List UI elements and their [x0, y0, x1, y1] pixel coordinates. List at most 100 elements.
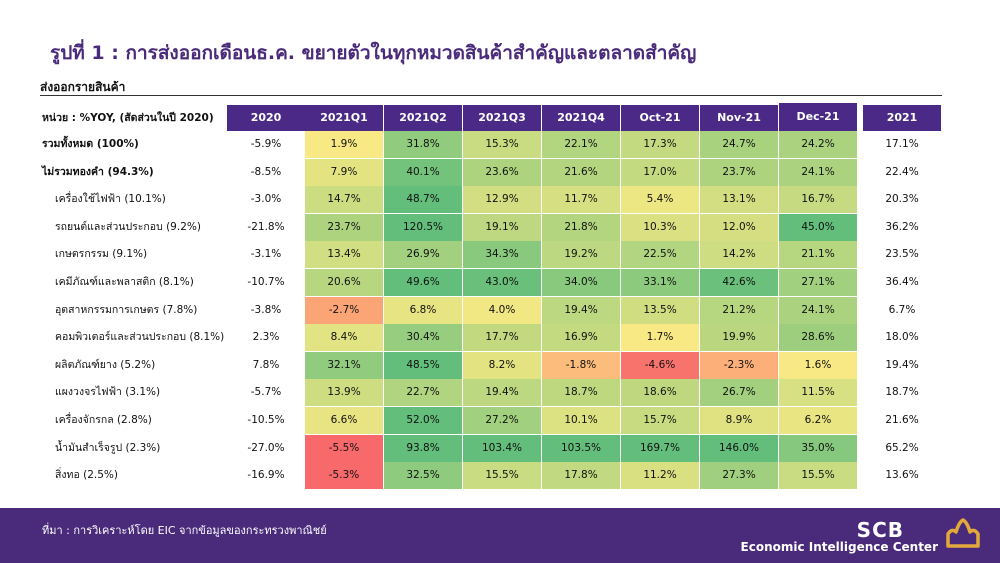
row-label: ไม่รวมทองคำ (94.3%) [42, 165, 154, 178]
table-cell: 48.7% [384, 186, 462, 214]
table-cell: 6.2% [779, 407, 857, 434]
row-label: เกษตรกรรม (9.1%) [55, 248, 148, 261]
table-cell: 30.4% [384, 324, 462, 352]
table-cell: 16.7% [779, 186, 857, 214]
table-cell: 23.7% [305, 213, 383, 241]
table-cell: 33.1% [621, 269, 699, 296]
column-header: 2021Q4 [542, 105, 620, 131]
row-label: รถยนต์และส่วนประกอบ (9.2%) [55, 220, 201, 233]
table-cell: -3.8% [250, 303, 282, 316]
table-cell: 14.7% [305, 186, 383, 214]
table-cell: 34.0% [542, 269, 620, 296]
table-cell: 18.0% [885, 331, 919, 344]
table-cell: 103.5% [542, 434, 620, 462]
table-cell: 17.8% [542, 462, 620, 490]
table-cell: 1.6% [779, 351, 857, 379]
table-cell: 15.7% [621, 407, 699, 434]
table-cell: 22.1% [542, 131, 620, 158]
table-cell: 21.1% [779, 241, 857, 269]
table-cell: 18.7% [885, 386, 919, 399]
table-cell: 2.3% [252, 331, 280, 344]
row-label: อุตสาหกรรมการเกษตร (7.8%) [55, 303, 198, 316]
table-cell: 22.7% [384, 379, 462, 407]
table-cell: 6.8% [384, 296, 462, 324]
table-cell: 24.1% [779, 296, 857, 324]
column-header: 2021Q1 [305, 105, 383, 131]
table-cell: 8.4% [305, 324, 383, 352]
footer-bar: ที่มา : การวิเคราะห์โดย EIC จากข้อมูลของ… [0, 508, 1000, 563]
row-label: คอมพิวเตอร์และส่วนประกอบ (8.1%) [55, 331, 225, 344]
table-cell: 10.1% [542, 407, 620, 434]
table-cell: 8.2% [463, 351, 541, 379]
table-cell: 12.0% [700, 213, 778, 241]
table-cell: 35.0% [779, 434, 857, 462]
table-cell: 27.1% [779, 269, 857, 296]
table-cell: 21.8% [542, 213, 620, 241]
column-header: 2021Q3 [463, 105, 541, 131]
table-cell: 15.5% [779, 462, 857, 490]
table-cell: -4.6% [621, 351, 699, 379]
table-cell: 34.3% [463, 241, 541, 269]
table-cell: 26.9% [384, 241, 462, 269]
table-cell: 13.1% [700, 186, 778, 214]
table-cell: 21.6% [542, 158, 620, 186]
table-cell: 49.6% [384, 269, 462, 296]
table-cell: 11.7% [542, 186, 620, 214]
table-cell: 6.7% [888, 303, 916, 316]
scb-logo-icon [946, 518, 980, 548]
table-cell: -10.7% [247, 276, 285, 288]
table-cell: 7.8% [252, 358, 280, 371]
table-cell: 19.4% [463, 379, 541, 407]
table-cell: 11.5% [779, 379, 857, 407]
table-cell: -3.1% [250, 248, 282, 261]
table-cell: -27.0% [247, 441, 285, 454]
table-cell: 24.1% [779, 158, 857, 186]
row-label: เครื่องใช้ไฟฟ้า (10.1%) [55, 193, 166, 206]
column-header: Dec-21 [779, 103, 857, 131]
table-cell: 23.6% [463, 158, 541, 186]
table-cell: 103.4% [463, 434, 541, 462]
table-cell: 17.1% [885, 138, 919, 150]
table-cell: 43.0% [463, 269, 541, 296]
row-label: ผลิตภัณฑ์ยาง (5.2%) [55, 358, 156, 371]
table-cell: -2.7% [305, 296, 383, 324]
table-cell: 19.1% [463, 213, 541, 241]
row-label: สิ่งทอ (2.5%) [55, 469, 118, 482]
column-header: 2021Q2 [384, 105, 462, 131]
section-subtitle: ส่งออกรายสินค้า [40, 80, 126, 94]
table-cell: 22.4% [885, 165, 919, 178]
table-cell: 21.2% [700, 296, 778, 324]
table-cell: -5.3% [305, 462, 383, 490]
table-cell: 120.5% [384, 213, 462, 241]
table-cell: 27.3% [700, 462, 778, 490]
table-cell: 20.3% [885, 193, 919, 206]
table-cell: -2.3% [700, 351, 778, 379]
table-cell: 15.3% [463, 131, 541, 158]
row-label: เคมีภัณฑ์และพลาสติก (8.1%) [55, 276, 194, 288]
table-cell: 28.6% [779, 324, 857, 352]
source-note: ที่มา : การวิเคราะห์โดย EIC จากข้อมูลของ… [42, 524, 327, 537]
table-cell: 17.3% [621, 131, 699, 158]
table-cell: 4.0% [463, 296, 541, 324]
table-cell: 8.9% [700, 407, 778, 434]
table-cell: 27.2% [463, 407, 541, 434]
table-cell: 17.7% [463, 324, 541, 352]
row-label: รวมทั้งหมด (100%) [42, 138, 139, 150]
table-cell: 42.6% [700, 269, 778, 296]
table-cell: 6.6% [305, 407, 383, 434]
brand-subtitle: Economic Intelligence Center [740, 540, 938, 554]
table-cell: 26.7% [700, 379, 778, 407]
table-cell: 11.2% [621, 462, 699, 490]
table-cell: 7.9% [305, 158, 383, 186]
table-cell: 45.0% [779, 213, 857, 241]
table-cell: 13.4% [305, 241, 383, 269]
table-cell: 12.9% [463, 186, 541, 214]
column-header: 2021 [863, 105, 941, 131]
column-header: Oct-21 [621, 105, 699, 131]
table-cell: 52.0% [384, 407, 462, 434]
table-cell: -10.5% [247, 414, 285, 426]
row-label: น้ำมันสำเร็จรูป (2.3%) [55, 441, 161, 454]
table-cell: -21.8% [247, 220, 285, 233]
table-cell: 36.2% [885, 220, 919, 233]
table-cell: -5.9% [250, 138, 282, 150]
